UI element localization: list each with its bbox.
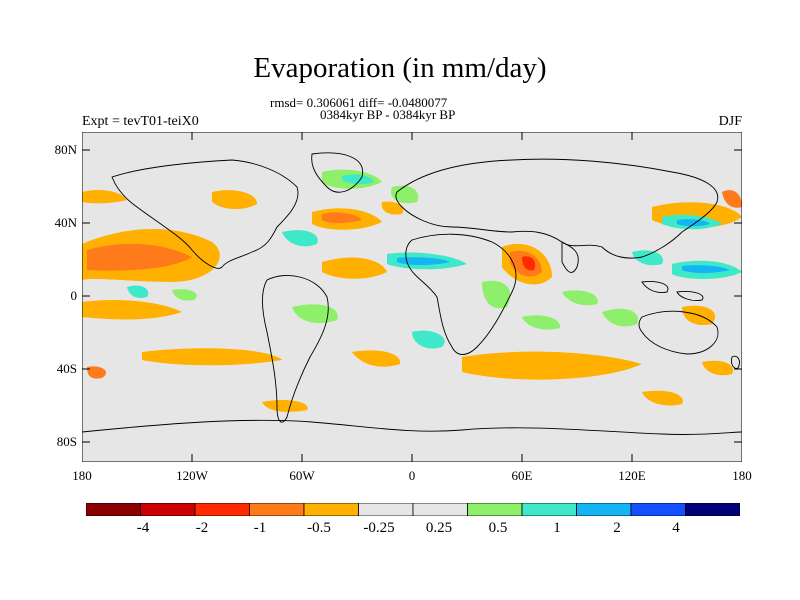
y-tick-label: 40N [54,215,77,230]
colorbar-label: 2 [613,520,621,536]
colorbar-box [303,503,359,516]
colorbar-box [521,503,577,516]
coastline-outline [82,152,742,436]
colorbar [86,503,740,516]
colorbar-label: -2 [195,520,209,536]
colorbar-box [412,503,468,516]
colorbar-box [140,503,196,516]
plot-subtitle-period: 0384kyr BP - 0384kyr BP [320,107,456,122]
colorbar-label: -0.5 [307,520,331,536]
x-tick-label: 180 [732,468,752,483]
plot-title: Evaporation (in mm/day) [253,52,547,84]
x-tick-label: 0 [408,468,416,483]
x-tick-label: 120W [176,468,208,483]
colorbar-label: 1 [553,520,561,536]
experiment-label: Expt = tevT01-teiX0 [82,114,199,129]
plot-subtitle-stats: rmsd= 0.306061 diff= -0.0480077 [270,95,448,110]
colorbar-label: 0.5 [488,520,508,536]
colorbar-box [467,503,523,516]
colorbar-box [249,503,305,516]
y-tick-label: 80N [54,142,77,157]
colorbar-label: -1 [253,520,267,536]
colorbar-label: 0.25 [425,520,453,536]
season-label: DJF [718,114,742,129]
colorbar-label: -0.25 [363,520,395,536]
colorbar-box [86,503,141,516]
x-tick-label: 180 [72,468,92,483]
colorbar-box [358,503,414,516]
x-tick-label: 120E [618,468,646,483]
colorbar-box [576,503,632,516]
y-tick-label: 40S [56,361,77,376]
y-tick-label: 0 [70,288,78,303]
colorbar-box [685,503,740,516]
colorbar-label: -4 [136,520,150,536]
anomaly-shading [82,169,742,412]
x-tick-label: 60E [511,468,533,483]
colorbar-box [194,503,250,516]
colorbar-label: 4 [672,520,680,536]
x-tick-label: 60W [289,468,315,483]
evaporation-map [82,132,742,462]
y-tick-label: 80S [56,434,77,449]
colorbar-box [630,503,686,516]
axis-tick-marks [82,132,742,462]
